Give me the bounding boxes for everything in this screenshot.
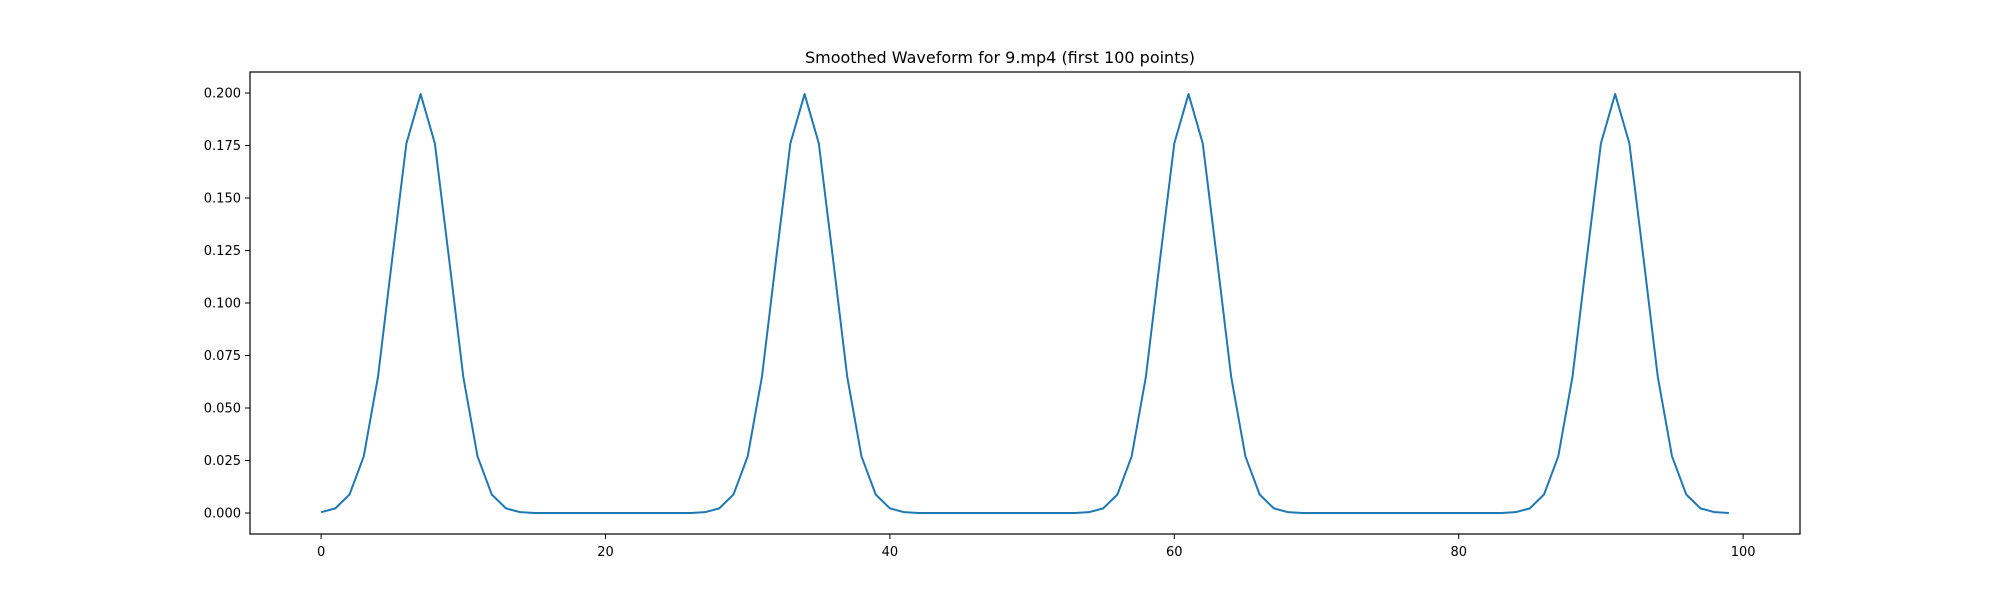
x-tick-label: 40 bbox=[882, 545, 899, 560]
x-axis: 0 20 40 60 80 100 bbox=[317, 534, 1756, 560]
x-tick-label: 80 bbox=[1450, 545, 1467, 560]
y-tick-label: 0.100 bbox=[204, 297, 241, 312]
y-tick-label: 0.075 bbox=[204, 349, 241, 364]
x-tick-label: 60 bbox=[1166, 545, 1183, 560]
y-tick-label: 0.200 bbox=[204, 87, 241, 102]
y-axis: 0.000 0.025 0.050 0.075 0.100 0.125 0.150 0.175… bbox=[204, 87, 250, 522]
y-tick-label: 0.175 bbox=[204, 139, 241, 154]
y-tick-label: 0.125 bbox=[204, 244, 241, 259]
y-tick-label: 0.150 bbox=[204, 192, 241, 207]
series-line bbox=[320, 93, 1729, 514]
chart-title: Smoothed Waveform for 9.mp4 (first 100 p… bbox=[805, 48, 1195, 67]
y-tick-label: 0.050 bbox=[204, 402, 241, 417]
y-tick-label: 0.025 bbox=[204, 454, 241, 469]
x-tick-label: 20 bbox=[597, 545, 614, 560]
y-tick-label: 0.000 bbox=[204, 507, 241, 522]
x-tick-label: 0 bbox=[317, 545, 325, 560]
x-tick-label: 100 bbox=[1731, 545, 1756, 560]
plot-area bbox=[320, 93, 1729, 514]
axes-frame bbox=[249, 71, 1801, 535]
